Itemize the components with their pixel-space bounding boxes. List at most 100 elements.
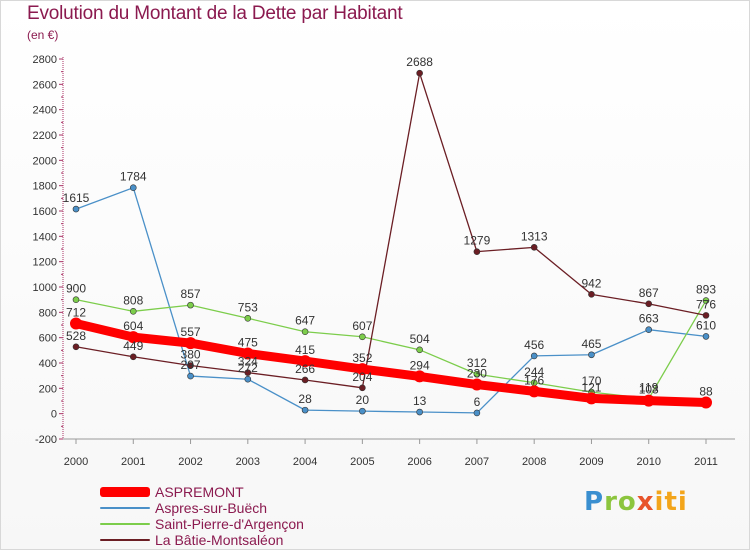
data-label: 456	[524, 338, 544, 352]
data-label: 663	[639, 312, 659, 326]
legend-item: Aspres-sur-Buëch	[100, 500, 304, 516]
y-tick-label: 2600	[33, 79, 57, 91]
data-label: 1279	[464, 234, 491, 248]
data-label: 1615	[63, 191, 90, 205]
logo-letters-ro: ro	[604, 487, 637, 517]
x-tick-label: 2002	[178, 456, 202, 468]
logo-letter-x: x	[636, 487, 655, 517]
data-label: 380	[181, 348, 201, 362]
series-0-point	[700, 396, 712, 409]
data-label: 465	[581, 337, 601, 351]
series-0-point	[241, 347, 254, 360]
y-tick-label: 1000	[33, 282, 57, 294]
legend-swatch	[100, 507, 150, 509]
series-3-point	[244, 369, 252, 376]
data-label: 266	[295, 362, 315, 376]
series-0-point	[642, 394, 655, 407]
y-tick-label: 2400	[33, 105, 57, 117]
series-2-point	[473, 370, 481, 378]
legend-swatch	[100, 539, 150, 541]
x-tick-label: 2001	[121, 456, 145, 468]
data-label: 857	[181, 287, 201, 301]
data-label: 1784	[120, 170, 147, 184]
data-label: 712	[66, 305, 86, 319]
series-0-point	[184, 337, 197, 350]
series-3-point	[530, 244, 538, 251]
series-1-point	[244, 375, 252, 383]
series-1-point	[359, 407, 366, 415]
y-tick-label: 2000	[33, 155, 57, 167]
legend-label: La Bâtie-Montsaléon	[155, 532, 284, 548]
x-tick-label: 2005	[350, 456, 374, 468]
series-2-point	[416, 346, 423, 354]
series-2-point	[129, 308, 137, 315]
data-label: 170	[581, 374, 601, 388]
data-label: 893	[696, 283, 716, 297]
logo-letter-p: P	[584, 487, 605, 517]
y-tick-label: 1800	[33, 181, 57, 193]
series-1-point	[187, 372, 194, 380]
series-1-point	[645, 326, 653, 333]
data-label: 297	[181, 358, 201, 372]
x-tick-label: 2008	[522, 456, 546, 468]
data-label: 942	[581, 276, 601, 290]
series-3-point	[416, 69, 423, 77]
series-0-point	[356, 363, 369, 376]
series-0-point	[413, 370, 426, 383]
logo-letters-iti: iti	[654, 487, 688, 517]
data-label: 119	[639, 381, 658, 395]
series-3-point	[645, 300, 653, 308]
series-0-point	[299, 355, 312, 368]
series-1-point	[588, 351, 595, 359]
x-tick-label: 2009	[579, 456, 603, 468]
legend-item: Saint-Pierre-d'Argençon	[100, 516, 304, 532]
x-tick-label: 2011	[694, 456, 718, 468]
data-label: 449	[123, 339, 143, 353]
data-label: 352	[352, 351, 372, 365]
data-label: 176	[524, 373, 544, 387]
data-label: 528	[66, 329, 86, 343]
series-1-point	[702, 333, 710, 340]
series-0-point	[70, 317, 82, 330]
y-tick-label: 1600	[33, 206, 57, 218]
data-label: 647	[295, 314, 315, 328]
series-0-point	[127, 331, 140, 344]
legend-label: ASPREMONT	[155, 484, 244, 500]
series-0-point	[470, 378, 483, 391]
series-2-point	[702, 297, 710, 304]
data-label: 808	[123, 293, 143, 307]
series-0-point	[585, 392, 598, 405]
data-label: 557	[181, 325, 201, 339]
series-3-point	[72, 343, 80, 351]
data-label: 1313	[521, 229, 548, 243]
data-label: 103	[639, 383, 659, 397]
x-tick-label: 2010	[636, 456, 660, 468]
data-label: 504	[410, 332, 430, 346]
series-line-0	[71, 318, 711, 408]
legend-label: Aspres-sur-Buëch	[155, 500, 268, 516]
legend-swatch	[100, 523, 150, 525]
legend-swatch	[100, 487, 150, 497]
data-label: 13	[413, 394, 427, 408]
data-label: 610	[696, 318, 716, 332]
series-1-point	[473, 409, 481, 417]
data-label: 475	[238, 336, 258, 350]
y-tick-label: 2200	[33, 130, 57, 142]
data-label: 28	[298, 392, 312, 406]
series-2-point	[187, 301, 194, 309]
chart-legend: ASPREMONT Aspres-sur-Buëch Saint-Pierre-d'…	[100, 484, 304, 548]
legend-item: La Bâtie-Montsaléon	[100, 532, 304, 548]
y-tick-label: 1400	[33, 231, 57, 243]
x-tick-label: 2000	[64, 456, 88, 468]
y-tick-label: 600	[39, 333, 57, 345]
data-label: 244	[524, 365, 544, 379]
proxiti-logo: Proxiti	[584, 487, 688, 517]
series-3-point	[187, 362, 194, 369]
series-1-point	[530, 352, 538, 360]
data-label: 900	[66, 282, 86, 296]
data-label: 312	[467, 356, 487, 370]
y-tick-label: 800	[39, 307, 57, 319]
data-label: 753	[238, 300, 258, 314]
series-2-point	[301, 328, 309, 336]
